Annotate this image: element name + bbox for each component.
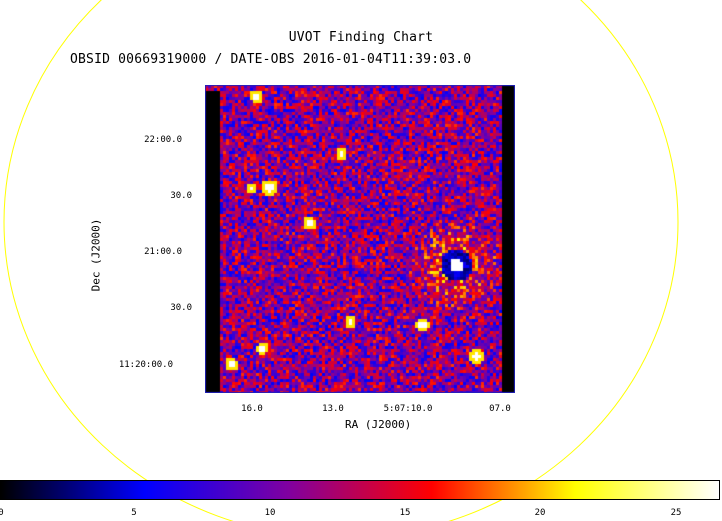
ra-tick-4: 07.0 xyxy=(489,404,511,414)
sky-image xyxy=(205,85,515,393)
colorbar-tick-25: 25 xyxy=(670,508,682,518)
dec-tick-3: 21:00.0 xyxy=(144,247,182,257)
dec-tick-1: 22:00.0 xyxy=(144,135,182,145)
colorbar-tick-10: 10 xyxy=(264,508,276,518)
chart-subtitle: OBSID 00669319000 / DATE-OBS 2016-01-04T… xyxy=(70,52,472,67)
fov-ellipse xyxy=(3,0,679,521)
dec-tick-2: 30.0 xyxy=(170,191,192,201)
ra-tick-1: 16.0 xyxy=(241,404,263,414)
x-axis-label: RA (J2000) xyxy=(345,418,412,431)
colorbar-tick-0: 0 xyxy=(0,508,4,518)
y-axis-label: Dec (J2000) xyxy=(89,218,103,292)
chart-title: UVOT Finding Chart xyxy=(288,30,434,45)
ra-tick-3: 5:07:10.0 xyxy=(383,404,433,414)
colorbar xyxy=(0,480,720,500)
colorbar-tick-15: 15 xyxy=(399,508,411,518)
colorbar-tick-20: 20 xyxy=(534,508,546,518)
dec-tick-5: 11:20:00.0 xyxy=(118,360,173,370)
dec-tick-4: 30.0 xyxy=(170,303,192,313)
colorbar-tick-5: 5 xyxy=(131,508,137,518)
ra-tick-2: 13.0 xyxy=(322,404,344,414)
